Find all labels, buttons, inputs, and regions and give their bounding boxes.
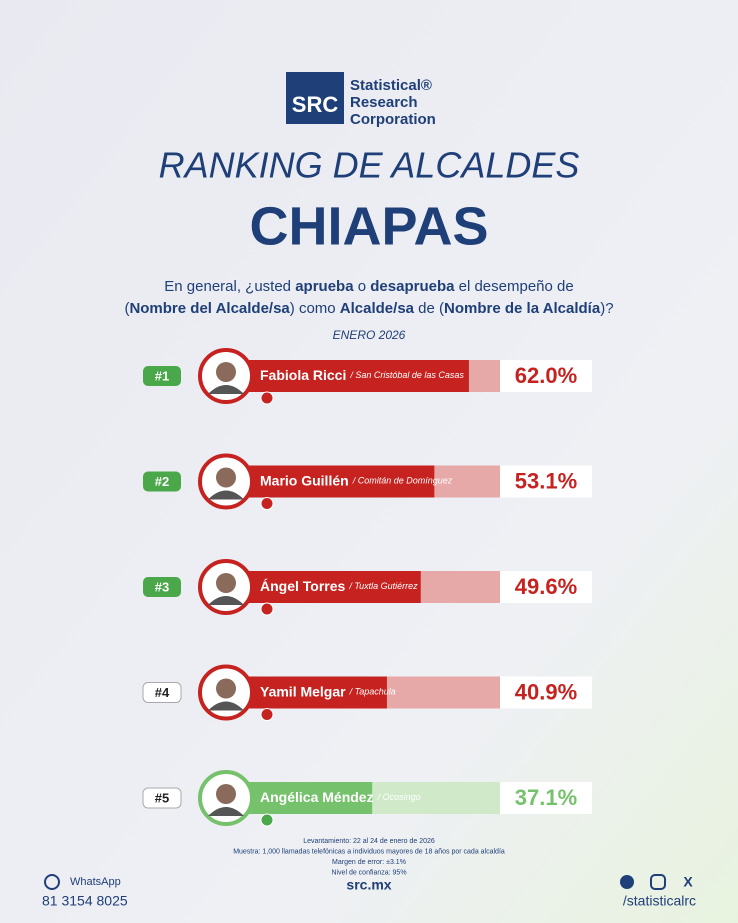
value-label: 40.9% (515, 679, 577, 704)
question-segment: o (354, 278, 371, 295)
kicker: RANKING DE ALCALDES (159, 145, 580, 186)
question-segment: Alcalde/sa (340, 300, 415, 317)
candidate-place: / Tuxtla Gutiérrez (348, 581, 418, 591)
avatar (216, 362, 236, 382)
value-box (500, 465, 592, 498)
question-segment: aprueba (295, 278, 354, 295)
avatar (216, 678, 236, 699)
question-segment: de ( (414, 300, 444, 317)
avatar (216, 784, 236, 804)
rank: #3 (155, 579, 169, 594)
facebook-icon[interactable] (620, 875, 634, 889)
logo-text: Corporation (350, 111, 436, 128)
value-box (500, 782, 592, 814)
candidate-place: / Tapachula (349, 687, 396, 697)
logo-text: Statistical® (350, 77, 432, 94)
question-segment: )? (600, 300, 613, 317)
footnote: Nivel de confianza: 95% (331, 869, 406, 876)
rank-badge (143, 366, 181, 386)
logo-text: Research (350, 94, 418, 111)
avatar (216, 467, 236, 488)
social-handle[interactable]: /statisticalrc (623, 893, 696, 909)
question-segment: ) como (290, 300, 340, 317)
rank: #1 (155, 368, 169, 383)
phone[interactable]: 81 3154 8025 (42, 893, 128, 909)
footnote: Muestra: 1,000 llamadas telefónicas a in… (233, 848, 505, 855)
instagram-icon[interactable] (650, 874, 666, 890)
party-icon (260, 813, 274, 827)
bar (228, 465, 435, 498)
value-box (500, 676, 592, 709)
candidate-place: / San Cristóbal de las Casas (349, 370, 464, 380)
candidate-place: / Comitán de Domínguez (352, 476, 453, 486)
avatar (216, 573, 236, 593)
question-line: En general, ¿usted aprueba o desaprueba … (164, 278, 573, 295)
candidate-name: Mario Guillén (260, 472, 349, 488)
question-segment: Nombre del Alcalde/sa (129, 300, 290, 317)
footnote: Margen de error: ±3.1% (332, 859, 406, 866)
party-icon (260, 391, 274, 405)
avatar (208, 385, 244, 394)
value-label: 53.1% (515, 468, 577, 493)
avatar (208, 701, 244, 711)
whatsapp-label[interactable]: WhatsApp (70, 876, 121, 888)
avatar (208, 596, 244, 605)
footnote: Levantamiento: 22 al 24 de enero de 2026 (303, 838, 435, 845)
logo-mark: SRC (292, 92, 339, 117)
rank: #4 (155, 685, 170, 700)
candidate: Angélica Méndez / Ocosingo (260, 789, 421, 805)
rank-badge (142, 787, 182, 809)
rank-badge (142, 682, 182, 703)
date: ENERO 2026 (333, 328, 406, 342)
avatar (208, 807, 244, 816)
bar (228, 360, 469, 392)
candidate-name: Yamil Melgar (260, 683, 346, 699)
rank-badge (143, 471, 181, 492)
candidate-place: / Ocosingo (377, 792, 421, 802)
question-line: (Nombre del Alcalde/sa) como Alcalde/sa … (124, 300, 613, 317)
value-label: 49.6% (515, 574, 577, 599)
question-segment: En general, ¿usted (164, 278, 295, 295)
candidate: Mario Guillén / Comitán de Domínguez (260, 472, 453, 488)
question-segment: el desempeño de (454, 278, 573, 295)
avatar (208, 490, 244, 500)
candidate: Ángel Torres / Tuxtla Gutiérrez (260, 578, 418, 594)
whatsapp-icon (44, 874, 60, 890)
party-icon (260, 602, 274, 616)
rank: #2 (155, 474, 169, 489)
bar (228, 571, 421, 603)
value-box (500, 571, 592, 603)
value-label: 62.0% (515, 363, 577, 388)
candidate: Yamil Melgar / Tapachula (260, 683, 396, 699)
value-label: 37.1% (515, 785, 577, 810)
rank-badge (143, 577, 181, 597)
bar (228, 676, 387, 709)
candidate-name: Ángel Torres (260, 578, 346, 594)
party-icon (260, 497, 274, 510)
party-icon (260, 708, 274, 721)
value-box (500, 360, 592, 392)
candidate-name: Angélica Méndez (260, 789, 374, 805)
website: src.mx (346, 877, 391, 893)
question-segment: desaprueba (370, 278, 455, 295)
rank: #5 (155, 790, 169, 805)
title: CHIAPAS (249, 196, 488, 256)
x-icon[interactable]: X (683, 874, 693, 890)
question-segment: Nombre de la Alcaldía (444, 300, 601, 317)
candidate-name: Fabiola Ricci (260, 367, 346, 383)
question-segment: ( (124, 300, 129, 317)
logo-box (286, 72, 344, 124)
candidate: Fabiola Ricci / San Cristóbal de las Casa… (260, 367, 464, 383)
